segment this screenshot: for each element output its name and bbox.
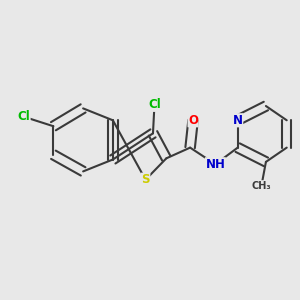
Text: Cl: Cl bbox=[17, 110, 30, 123]
Text: O: O bbox=[188, 114, 198, 127]
Text: Cl: Cl bbox=[148, 98, 161, 111]
Text: N: N bbox=[233, 114, 243, 127]
Text: S: S bbox=[141, 173, 150, 186]
Text: CH₃: CH₃ bbox=[252, 181, 271, 191]
Text: NH: NH bbox=[206, 158, 225, 171]
